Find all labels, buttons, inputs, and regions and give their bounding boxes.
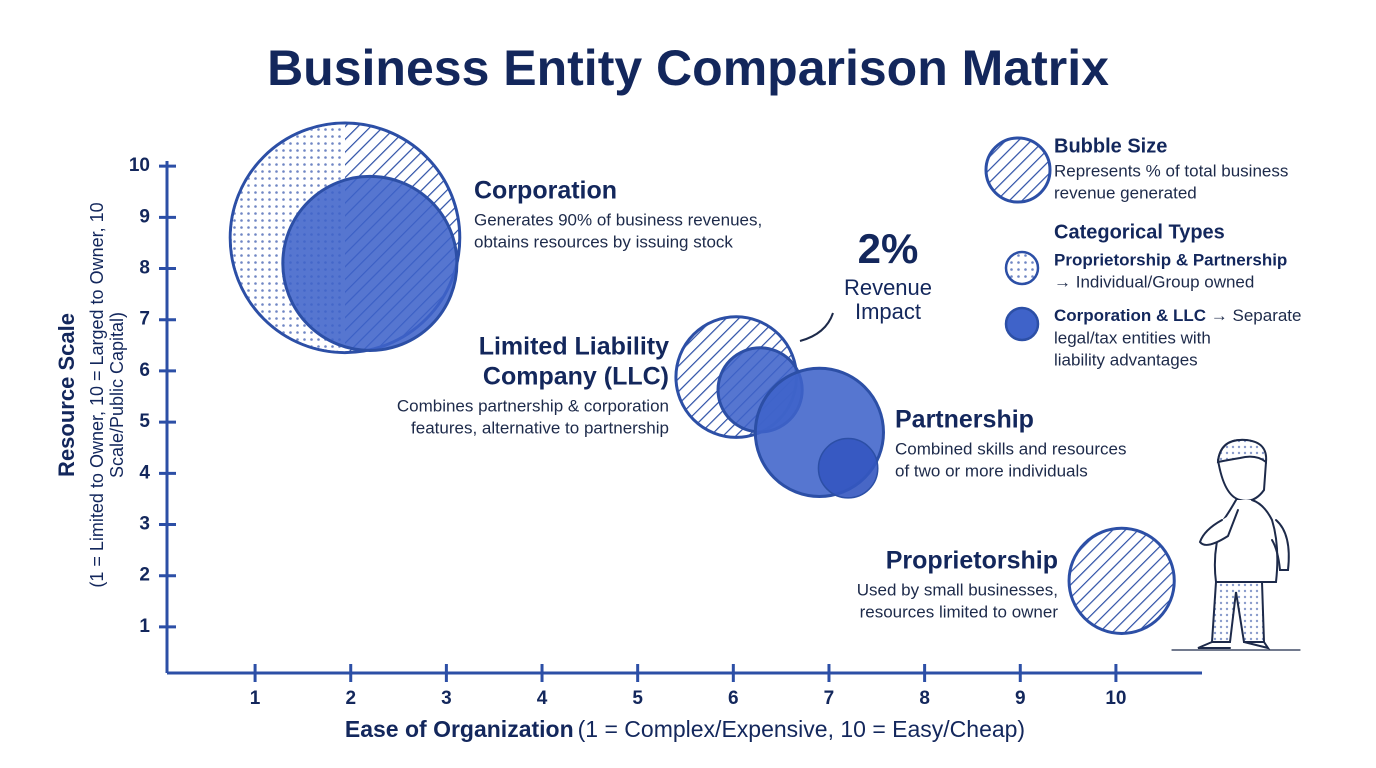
y-tick-label: 7	[139, 309, 150, 330]
bubble	[281, 174, 459, 352]
x-tick-label: 6	[728, 688, 739, 709]
annotation-text: obtains resources by issuing stock	[474, 232, 733, 251]
annotation-title: Corporation	[474, 177, 617, 205]
callout-label: Revenue	[844, 275, 932, 300]
callout-line	[799, 312, 834, 342]
y-tick-label: 8	[139, 258, 150, 279]
x-tick-label: 9	[1015, 688, 1026, 709]
x-tick-label: 5	[632, 688, 643, 709]
annotation-title: Limited Liability	[479, 333, 669, 361]
y-tick-label: 2	[139, 565, 150, 586]
callout-label: Impact	[855, 299, 921, 324]
y-tick-label: 3	[139, 514, 150, 535]
x-tick-label: 3	[441, 688, 452, 709]
annotation-text: of two or more individuals	[895, 461, 1088, 480]
x-axis-label: Ease of Organization (1 = Complex/Expensi…	[345, 716, 1025, 742]
annotation-title: Proprietorship	[886, 547, 1058, 575]
legend-swatch	[1004, 250, 1040, 286]
y-tick-label: 10	[129, 155, 150, 176]
annotation-text: Combined skills and resources	[895, 439, 1127, 458]
legend-label: Corporation & LLC	[1054, 306, 1206, 325]
annotation-title: Company (LLC)	[483, 363, 669, 391]
annotation-text: Used by small businesses,	[857, 580, 1058, 599]
annotation-text: Generates 90% of business revenues,	[474, 210, 762, 229]
legend-text: → Individual/Group owned	[1054, 272, 1254, 291]
legend-size-title: Bubble Size	[1054, 135, 1167, 157]
annotation-text: resources limited to owner	[860, 602, 1059, 621]
y-axis-note: (1 = Limited to Owner, 10 = Larged to Ow…	[87, 202, 107, 587]
legend-swatch	[1004, 306, 1040, 342]
x-tick-label: 2	[345, 688, 356, 709]
y-tick-label: 4	[139, 462, 150, 483]
legend-text: legal/tax entities with	[1054, 328, 1211, 347]
y-axis-note: Scale/Public Capital)	[107, 312, 127, 478]
y-tick-label: 6	[139, 360, 150, 381]
person-illustration	[1171, 438, 1301, 651]
legend-text: → Separate	[1206, 306, 1301, 325]
x-axis-title: Ease of Organization	[345, 716, 574, 742]
x-axis-note: (1 = Complex/Expensive, 10 = Easy/Cheap)	[578, 716, 1025, 742]
x-tick-label: 8	[919, 688, 930, 709]
x-tick-label: 10	[1105, 688, 1126, 709]
bubble	[817, 437, 879, 499]
x-tick-label: 7	[824, 688, 835, 709]
bubble	[1067, 526, 1176, 635]
legend-size-text: revenue generated	[1054, 183, 1197, 202]
legend-size-text: Represents % of total business	[1054, 161, 1288, 180]
chart-title: Business Entity Comparison Matrix	[267, 40, 1109, 96]
annotation-text: Combines partnership & corporation	[397, 396, 669, 415]
x-tick-label: 1	[250, 688, 261, 709]
legend-size-swatch	[984, 136, 1052, 204]
x-tick-label: 4	[537, 688, 548, 709]
annotation-text: features, alternative to partnership	[411, 418, 669, 437]
y-axis-title: Resource Scale	[54, 313, 79, 477]
legend-label-line: Corporation & LLC → Separate	[1054, 306, 1302, 325]
legend-text: liability advantages	[1054, 350, 1198, 369]
y-tick-label: 5	[139, 411, 150, 432]
callout-value: 2%	[858, 225, 919, 272]
legend-label: Proprietorship & Partnership	[1054, 250, 1287, 269]
y-tick-label: 9	[139, 206, 150, 227]
y-tick-label: 1	[139, 616, 150, 637]
annotation-title: Partnership	[895, 406, 1034, 434]
legend-types-title: Categorical Types	[1054, 221, 1225, 243]
